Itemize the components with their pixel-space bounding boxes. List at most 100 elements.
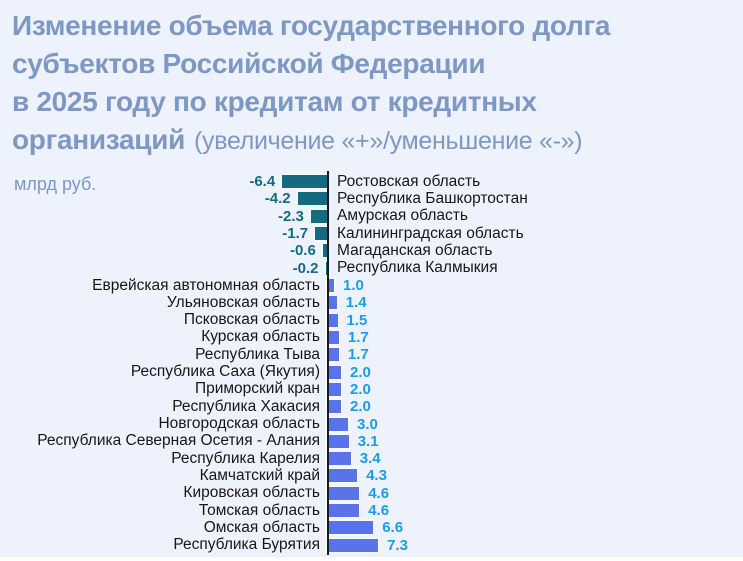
positive-bar (327, 434, 349, 448)
positive-bar (327, 417, 348, 431)
chart-row: Курская область 1.7 (0, 328, 743, 346)
positive-bar (327, 348, 339, 362)
chart-row: Республика Тыва 1.7 (0, 345, 743, 364)
value-label: -6.4 (249, 173, 276, 191)
chart-row: Республика Хакасия 2.0 (0, 397, 743, 416)
chart-row: -6.4 Ростовская область (0, 173, 743, 191)
chart-row: Псковская область 1.5 (0, 311, 743, 329)
region-label: Камчатский край (199, 466, 320, 484)
positive-bar (327, 452, 351, 466)
region-label: Курская область (201, 328, 320, 346)
region-label: Республика Тыва (195, 345, 320, 363)
value-label: -0.6 (289, 242, 316, 260)
value-label: -0.2 (292, 259, 319, 277)
row-right-cell: 1.7 (327, 329, 743, 346)
row-right-cell: 3.1 (327, 433, 743, 450)
chart-row: Омская область 6.6 (0, 519, 743, 537)
value-label: 4.6 (368, 502, 390, 520)
baseline-axis (327, 171, 329, 555)
value-label: 2.0 (350, 363, 371, 381)
row-right-cell: 3.4 (327, 450, 743, 467)
positive-bar (327, 313, 338, 327)
row-right-cell: Ростовская область (327, 173, 743, 191)
chart-row: Республика Саха (Якутия) 2.0 (0, 363, 743, 381)
value-label: -2.3 (278, 207, 304, 225)
region-label: Ульяновская область (166, 293, 320, 311)
negative-bar (315, 227, 327, 241)
negative-bar (325, 261, 327, 275)
value-label: 4.3 (366, 467, 387, 485)
value-label: 7.3 (387, 536, 408, 554)
chart-row: -2.3 Амурская область (0, 207, 743, 225)
region-label: Калининградская область (337, 224, 524, 242)
region-label: Республика Северная Осетия - Алания (37, 432, 320, 450)
positive-bar (327, 279, 334, 293)
negative-bar (310, 209, 327, 223)
chart-title-line-2: субъектов Российской Федерации (12, 48, 486, 79)
chart-header: Изменение объема государственного долга … (0, 0, 743, 160)
row-left-cell: -0.2 (0, 260, 327, 277)
row-left-cell: -6.4 (0, 173, 327, 190)
chart-subtitle: (увеличение «+»/уменьшение «-») (194, 127, 583, 155)
chart-title-line-4: организаций (увеличение «+»/уменьшение «… (12, 121, 735, 160)
chart-title-line-4-text: организаций (12, 124, 186, 155)
chart-row: -4.2 Республика Башкортостан (0, 190, 743, 208)
value-label: 3.1 (357, 432, 379, 450)
chart-row: Республика Северная Осетия - Алания 3.1 (0, 432, 743, 450)
row-right-cell: Калининградская область (327, 225, 743, 243)
row-left-cell: Томская область (0, 502, 327, 520)
region-label: Псковская область (183, 311, 320, 329)
row-left-cell: Республика Саха (Якутия) (0, 363, 327, 381)
row-right-cell: 7.3 (327, 537, 743, 554)
positive-bar (327, 365, 341, 379)
region-label: Республика Саха (Якутия) (130, 363, 320, 381)
row-left-cell: -1.7 (0, 225, 327, 242)
row-left-cell: Камчатский край (0, 467, 327, 485)
row-right-cell: 1.7 (327, 346, 743, 363)
row-left-cell: Новгородская область (0, 415, 327, 433)
chart-row: Республика Карелия 3.4 (0, 450, 743, 468)
value-label: -1.7 (282, 225, 309, 243)
value-label: 3.0 (357, 415, 378, 433)
row-right-cell: 1.5 (327, 312, 743, 329)
chart-row: Ульяновская область 1.4 (0, 294, 743, 312)
value-label: 1.7 (347, 346, 369, 364)
region-label: Приморский кран (194, 380, 320, 398)
row-left-cell: Республика Карелия (0, 450, 327, 468)
positive-bar (327, 521, 374, 535)
region-label: Томская область (198, 501, 320, 519)
region-label: Республика Бурятия (173, 536, 320, 554)
positive-bar (327, 504, 360, 518)
chart-row: Кировская область 4.6 (0, 484, 743, 502)
chart-row: Еврейская автономная область 1.0 (0, 277, 743, 295)
row-right-cell: 1.0 (327, 277, 743, 294)
row-left-cell: Приморский кран (0, 380, 327, 398)
value-label: 1.5 (346, 311, 368, 329)
region-label: Республика Калмыкия (337, 259, 498, 277)
chart-row: Новгородская область 3.0 (0, 415, 743, 433)
value-label: 6.6 (382, 519, 404, 537)
row-right-cell: Магаданская область (327, 242, 743, 260)
chart-title-line-3: в 2025 году по кредитам от кредитных (12, 86, 537, 117)
row-right-cell: 4.3 (327, 467, 743, 484)
region-label: Магаданская область (337, 241, 493, 259)
value-label: 1.4 (345, 294, 367, 312)
row-right-cell: 2.0 (327, 364, 743, 381)
row-left-cell: Ульяновская область (0, 294, 327, 312)
bottom-edge-strip (0, 557, 743, 561)
row-left-cell: Курская область (0, 328, 327, 346)
row-right-cell: Республика Башкортостан (327, 190, 743, 208)
region-label: Республика Хакасия (172, 397, 320, 415)
value-label: 2.0 (350, 398, 371, 416)
chart-row: Томская область 4.6 (0, 502, 743, 520)
chart-title-line-1: Изменение объема государственного долга (12, 10, 611, 41)
row-right-cell: 6.6 (327, 519, 743, 536)
value-label: -4.2 (264, 190, 291, 208)
chart-row: Республика Бурятия 7.3 (0, 536, 743, 554)
negative-bar (322, 244, 327, 258)
positive-bar (327, 469, 358, 483)
row-right-cell: 2.0 (327, 381, 743, 398)
row-right-cell: 3.0 (327, 416, 743, 433)
region-label: Республика Карелия (171, 449, 320, 467)
negative-bar (282, 175, 327, 189)
